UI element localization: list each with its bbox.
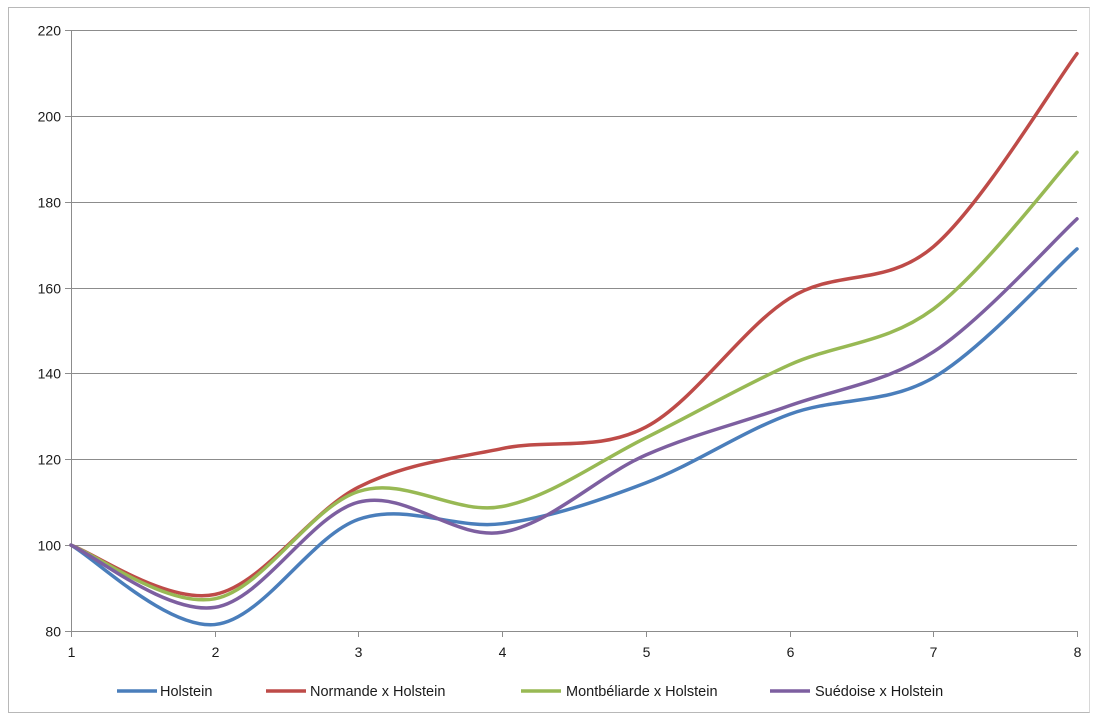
- y-tick-label: 100: [38, 538, 62, 554]
- x-tick-label: 5: [643, 644, 651, 660]
- y-tick-label: 180: [38, 195, 62, 211]
- series-line-1: [69, 247, 1079, 627]
- x-tick-label: 2: [212, 644, 220, 660]
- x-tick-label: 8: [1074, 644, 1082, 660]
- y-tick-label: 120: [38, 452, 62, 468]
- axes: 80 100 120 140 160 180 200 220 1 2 3 4 5 6 7 8: [38, 23, 1082, 661]
- legend-label-2: Normande x Holstein: [310, 684, 445, 700]
- series-line-2: [69, 51, 1079, 598]
- legend: Holstein Normande x Holstein Montbéliarde …: [117, 684, 943, 700]
- series-lines: [69, 51, 1079, 627]
- series-line-4: [69, 217, 1079, 610]
- x-tick-label: 6: [787, 644, 795, 660]
- legend-label-3: Montbéliarde x Holstein: [566, 684, 718, 700]
- y-tick-label: 200: [38, 109, 62, 125]
- y-tick-label: 80: [45, 624, 61, 640]
- legend-label-1: Holstein: [160, 684, 212, 700]
- x-tick-label: 3: [355, 644, 363, 660]
- y-tick-label: 140: [38, 366, 62, 382]
- x-tick-label: 7: [930, 644, 938, 660]
- legend-label-4: Suédoise x Holstein: [815, 684, 943, 700]
- series-line-3: [69, 150, 1079, 602]
- gridlines: [71, 30, 1077, 546]
- x-tick-label: 1: [68, 644, 76, 660]
- x-tick-label: 4: [499, 644, 507, 660]
- y-tick-label: 160: [38, 281, 62, 297]
- y-tick-label: 220: [38, 23, 62, 39]
